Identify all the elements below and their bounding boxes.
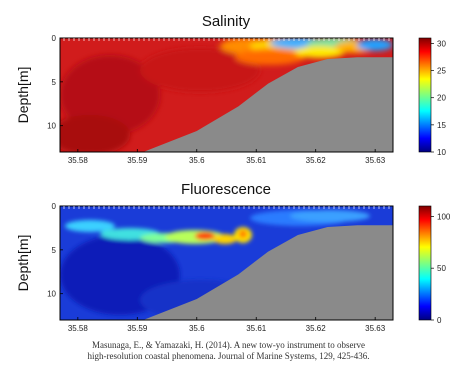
y-tick-label: 10 <box>47 122 56 131</box>
y-tick-label: 5 <box>52 78 57 87</box>
fluorescence-panel: Fluorescence Depth[m] <box>15 181 451 333</box>
fluorescence-field <box>60 206 393 320</box>
fluorescence-y-axis: 0 5 10 <box>47 202 63 299</box>
y-tick-label: 0 <box>52 202 57 211</box>
fluorescence-top-ticks <box>63 206 390 209</box>
x-tick-label: 35.59 <box>127 324 148 333</box>
x-tick-label: 35.62 <box>306 156 327 165</box>
y-tick-label: 0 <box>52 34 57 43</box>
figure-svg: Salinity Depth[m] <box>15 13 451 333</box>
x-tick-label: 35.62 <box>306 324 327 333</box>
fluorescence-colorbar-ticks: 0 50 100 <box>431 212 451 325</box>
colorbar-tick-label: 10 <box>437 148 446 157</box>
colorbar-tick-label: 15 <box>437 121 446 130</box>
salinity-colorbar-ticks: 10 15 20 25 30 <box>431 39 446 157</box>
fluorescence-ylabel: Depth[m] <box>15 235 31 292</box>
x-tick-label: 35.58 <box>68 156 89 165</box>
colorbar-tick-label: 30 <box>437 39 446 48</box>
citation: Masunaga, E., & Yamazaki, H. (2014). A n… <box>0 340 457 362</box>
salinity-y-axis: 0 5 10 <box>47 34 63 131</box>
citation-line-1: Masunaga, E., & Yamazaki, H. (2014). A n… <box>92 340 365 350</box>
colorbar-tick-label: 50 <box>437 264 446 273</box>
x-tick-label: 35.61 <box>246 156 267 165</box>
fluorescence-title: Fluorescence <box>181 181 271 198</box>
colorbar-tick-label: 0 <box>437 316 442 325</box>
x-tick-label: 35.6 <box>189 156 205 165</box>
fluorescence-x-axis: 35.58 35.59 35.6 35.61 35.62 35.63 <box>68 317 386 333</box>
colorbar-tick-label: 25 <box>437 67 446 76</box>
fluorescence-frame <box>59 205 394 321</box>
salinity-field <box>60 38 393 152</box>
salinity-seafloor <box>143 57 393 152</box>
salinity-title: Salinity <box>202 13 251 30</box>
fluorescence-colorbar <box>418 205 432 321</box>
salinity-frame <box>59 37 394 153</box>
salinity-ylabel: Depth[m] <box>15 67 31 124</box>
fluorescence-seafloor <box>143 225 393 320</box>
y-tick-label: 5 <box>52 246 57 255</box>
citation-line-2: high-resolution coastal phenomena. Journ… <box>87 351 370 361</box>
salinity-colorbar <box>418 37 432 153</box>
salinity-x-axis: 35.58 35.59 35.6 35.61 35.62 35.63 <box>68 149 386 165</box>
x-tick-label: 35.6 <box>189 324 205 333</box>
colorbar-tick-label: 100 <box>437 212 451 221</box>
salinity-panel: Salinity Depth[m] <box>15 13 446 165</box>
x-tick-label: 35.59 <box>127 156 148 165</box>
colorbar-tick-label: 20 <box>437 94 446 103</box>
salinity-top-ticks <box>63 38 390 41</box>
y-tick-label: 10 <box>47 290 56 299</box>
x-tick-label: 35.63 <box>365 156 386 165</box>
x-tick-label: 35.58 <box>68 324 89 333</box>
x-tick-label: 35.63 <box>365 324 386 333</box>
x-tick-label: 35.61 <box>246 324 267 333</box>
